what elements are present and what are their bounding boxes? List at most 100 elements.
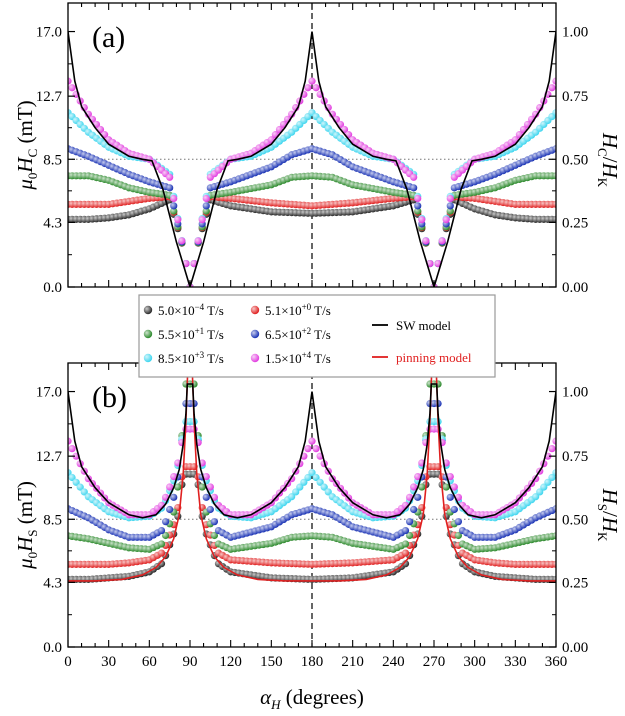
panel-a-y-tick-label: 0.0 (43, 280, 62, 296)
panel-b-data-point (157, 526, 166, 535)
panel-b-pinning-model-curve (68, 363, 556, 582)
panel-a-data-point (410, 184, 418, 192)
panel-b-data-point (454, 531, 462, 540)
panel-b-data-point (312, 473, 320, 482)
panel-b-data-point (304, 473, 312, 482)
panel-b-data-point (401, 549, 410, 557)
panel-a-y-right-title: HC/HK (595, 132, 622, 188)
panel-b-data-point (308, 437, 316, 445)
panel-a-data-point (552, 109, 556, 117)
panel-b-data-point (316, 478, 324, 486)
legend-marker (250, 305, 260, 315)
x-tick-label: 180 (301, 654, 324, 670)
panel-b-data-point (414, 473, 422, 481)
x-tick-label: 120 (219, 654, 242, 670)
panel-a: 0.0 0.00 4.3 0.25 8.5 0.50 12.7 0.75 17.0 1.00 (a) (36, 2, 588, 296)
x-tick-label: 330 (504, 654, 527, 670)
panel-a-data-point (532, 110, 540, 118)
panel-b-data-point (206, 483, 214, 491)
panel-b-sw-model-curve (68, 383, 556, 519)
panel-a-y-left-title: μ0HC (mT) (13, 100, 40, 190)
panel-a-data-point (414, 194, 422, 203)
panel-b-data-point (418, 483, 426, 491)
panel-a-y-tick-label: 12.7 (36, 89, 63, 105)
panel-b-data-point (410, 505, 418, 514)
panel-b-data-point (450, 483, 458, 491)
legend-entry: 8.5×10+3 T/s (143, 350, 224, 366)
panel-b-data-point (324, 488, 332, 496)
panel-b-y-tick-label-right: 0.50 (562, 512, 588, 528)
panel-a-data-point (552, 172, 556, 180)
panel-b-data-point (210, 531, 218, 540)
x-tick-label: 90 (183, 654, 198, 670)
legend-entry: 5.5×10+1 T/s (143, 326, 224, 342)
panel-b-data-point (162, 531, 170, 540)
panel-b-data-point (80, 488, 88, 496)
legend-label: 5.0×10−4 T/s (158, 302, 224, 318)
panel-b-data-point (442, 483, 450, 491)
panel-a-data-point (174, 216, 182, 224)
panel-b-data-point (536, 488, 544, 496)
panel-a-data-point (288, 110, 296, 118)
panel-b-data-point (540, 483, 548, 491)
panel-a-data-point (68, 84, 76, 92)
panel-b-data-point (76, 483, 84, 491)
panel-a-y-tick-label-right: 0.75 (562, 89, 588, 105)
panel-b-data-point (170, 493, 178, 501)
panel-a-label: (a) (92, 21, 125, 54)
panel-b-y-tick-label-right: 1.00 (562, 385, 588, 401)
panel-b-data-point (162, 518, 170, 526)
panel-b-y-tick-label: 12.7 (36, 449, 63, 465)
panel-a-data-point (446, 202, 454, 210)
panel-b-data-point (410, 483, 418, 491)
panel-b-label: (b) (92, 381, 127, 414)
panel-a-data-point (68, 77, 72, 85)
panel-b-data-point (401, 560, 410, 568)
legend-entry: 1.5×10+4 T/s (250, 350, 331, 366)
panel-b-data-point (414, 493, 422, 501)
x-tick-label: 300 (463, 654, 486, 670)
panel-b-data-point (532, 493, 540, 501)
panel-b-data-point (320, 483, 328, 491)
legend-marker (250, 353, 260, 363)
panel-a-data-point (552, 200, 556, 208)
panel-b-y-right-title: HS/HK (595, 488, 622, 542)
panel-b-data-point (450, 505, 458, 514)
panel-b-data-point (68, 445, 76, 453)
panel-a-data-point (202, 202, 210, 210)
panel-a-data-point (202, 207, 210, 215)
panel-b-data-point (72, 478, 80, 486)
panel-b-y-tick-label-right: 0.00 (562, 640, 588, 656)
panel-b-data-point (552, 560, 556, 568)
panel-b-series-1 (68, 463, 556, 568)
panel-a-data-point (414, 207, 422, 215)
panel-a-data-point (202, 194, 210, 203)
panel-b-data-point (406, 531, 414, 540)
panel-a-y-tick-label: 8.5 (43, 152, 62, 168)
panel-b-series-3 (68, 399, 556, 541)
panel-b: 0.0 0.00 4.3 0.25 8.5 0.50 12.7 0.75 17.0 1.00 (b)… (36, 362, 588, 670)
legend-entry: 5.0×10−4 T/s (143, 302, 224, 318)
panel-a-data-point (194, 237, 202, 245)
legend-entry: 6.5×10+2 T/s (250, 326, 331, 342)
panel-b-y-tick-label: 4.3 (43, 575, 62, 591)
panel-a-data-point (198, 216, 206, 224)
panel-a-series-2 (68, 172, 556, 287)
panel-b-data-point (401, 526, 410, 535)
panel-b-data-point (157, 560, 166, 568)
panel-b-data-point (68, 437, 72, 445)
panel-b-data-point (312, 445, 320, 453)
panel-b-data-point (166, 505, 174, 514)
panel-a-data-point (552, 145, 556, 153)
panel-b-y-tick-label-right: 0.25 (562, 575, 588, 591)
panel-b-data-point (552, 437, 556, 445)
legend-marker (143, 353, 153, 363)
panel-b-data-point (446, 473, 454, 481)
panel-a-data-point (446, 207, 454, 215)
panel-a-data-point (170, 202, 178, 210)
panel-b-data-point (202, 493, 210, 501)
x-tick-label: 240 (382, 654, 405, 670)
legend-entry: 5.1×10+0 T/s (250, 302, 331, 318)
panel-a-data-point (442, 216, 450, 224)
legend-marker (143, 329, 153, 339)
